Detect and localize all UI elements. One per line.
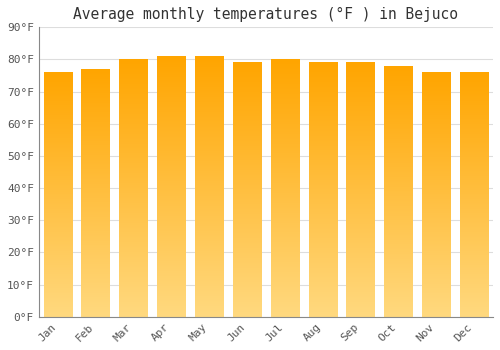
Title: Average monthly temperatures (°F ) in Bejuco: Average monthly temperatures (°F ) in Be… <box>74 7 458 22</box>
